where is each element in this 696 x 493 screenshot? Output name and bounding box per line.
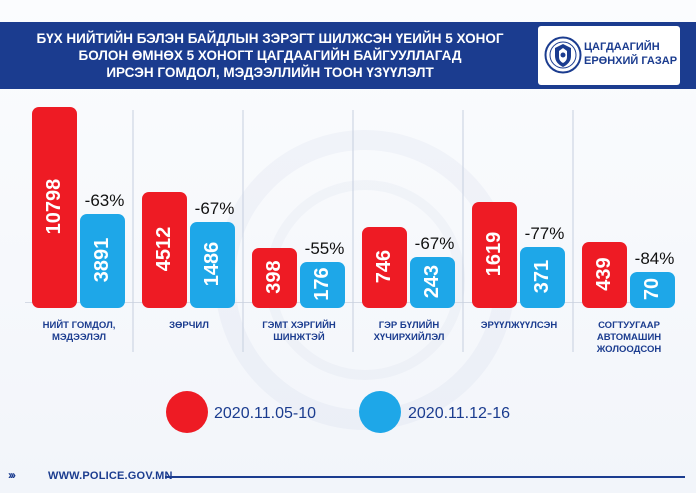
website-url: WWW.POLICE.GOV.MN	[48, 470, 173, 482]
category-label: ЭРҮҮЛЖҮҮЛСЭН	[481, 320, 558, 331]
red-bar-value: 398	[263, 260, 285, 293]
org-name-line: ЦАГДААГИЙН	[584, 41, 660, 53]
category-label: ЖОЛООДСОН	[596, 344, 662, 355]
blue-bar-value: 176	[311, 267, 333, 300]
blue-bar-value: 371	[531, 260, 553, 293]
red-bar	[32, 107, 77, 308]
title-line: ИРСЭН ГОМДОЛ, МЭДЭЭЛЛИЙН ТООН ҮЗҮҮЛЭЛТ	[106, 65, 434, 80]
change-label: -63%	[85, 191, 125, 210]
legend-label: 2020.11.12-16	[408, 405, 510, 422]
blue-bar	[300, 262, 345, 308]
legend-label: 2020.11.05-10	[214, 405, 316, 422]
red-bar	[582, 242, 627, 308]
blue-bar-value: 243	[421, 265, 443, 298]
category-label: ГЭР БҮЛИЙН	[379, 319, 440, 331]
blue-bar	[410, 257, 455, 308]
page-title: БҮХ НИЙТИЙН БЭЛЭН БАЙДЛЫН ЗЭРЭГТ ШИЛЖСЭН…	[10, 30, 530, 81]
change-label: -84%	[635, 249, 675, 268]
red-bar-value: 746	[373, 250, 395, 283]
category-label: АВТОМАШИН	[597, 332, 661, 343]
red-bar-value: 10798	[43, 179, 65, 235]
category-label: ХҮЧИРХИЙЛЭЛ	[374, 331, 445, 343]
change-label: -55%	[305, 239, 345, 258]
category-label: НИЙТ ГОМДОЛ,	[43, 319, 116, 331]
legend-swatch-red	[166, 391, 208, 433]
category-label: ШИНЖТЭЙ	[273, 331, 325, 343]
footer-divider	[165, 476, 685, 478]
blue-bar-value: 70	[641, 278, 663, 300]
category-label: ГЭМТ ХЭРГИЙН	[262, 319, 336, 331]
red-bar-value: 439	[593, 257, 615, 290]
red-bar-value: 4512	[153, 227, 175, 272]
category-label: ЗӨРЧИЛ	[169, 320, 209, 331]
title-line: БҮХ НИЙТИЙН БЭЛЭН БАЙДЛЫН ЗЭРЭГТ ШИЛЖСЭН…	[36, 31, 504, 46]
police-emblem-icon	[544, 36, 582, 74]
logo: ЦАГДААГИЙН ЕРӨНХИЙ ГАЗАР	[538, 26, 680, 85]
red-bar	[142, 192, 187, 308]
blue-bar-value: 3891	[91, 238, 113, 283]
change-label: -77%	[525, 224, 565, 243]
change-label: -67%	[195, 199, 235, 218]
red-bar-value: 1619	[483, 232, 505, 277]
title-line: БОЛОН ӨМНӨХ 5 ХОНОГТ ЦАГДААГИЙН БАЙГУУЛЛ…	[78, 48, 462, 63]
category-label: МЭДЭЭЛЭЛ	[52, 332, 106, 343]
chevrons-icon: ›››	[8, 468, 16, 482]
blue-bar	[630, 272, 675, 308]
red-bar	[472, 202, 517, 308]
organization-name: ЦАГДААГИЙН ЕРӨНХИЙ ГАЗАР	[584, 40, 677, 68]
red-bar	[252, 248, 297, 308]
header-banner: БҮХ НИЙТИЙН БЭЛЭН БАЙДЛЫН ЗЭРЭГТ ШИЛЖСЭН…	[0, 22, 696, 89]
blue-bar	[520, 247, 565, 308]
category-label: СОГТУУГААР	[598, 320, 661, 331]
blue-bar-value: 1486	[201, 242, 223, 287]
legend-swatch-blue	[359, 391, 401, 433]
change-label: -67%	[415, 234, 455, 253]
blue-bar	[80, 214, 125, 308]
blue-bar	[190, 222, 235, 308]
red-bar	[362, 227, 407, 308]
org-name-line: ЕРӨНХИЙ ГАЗАР	[584, 55, 678, 67]
